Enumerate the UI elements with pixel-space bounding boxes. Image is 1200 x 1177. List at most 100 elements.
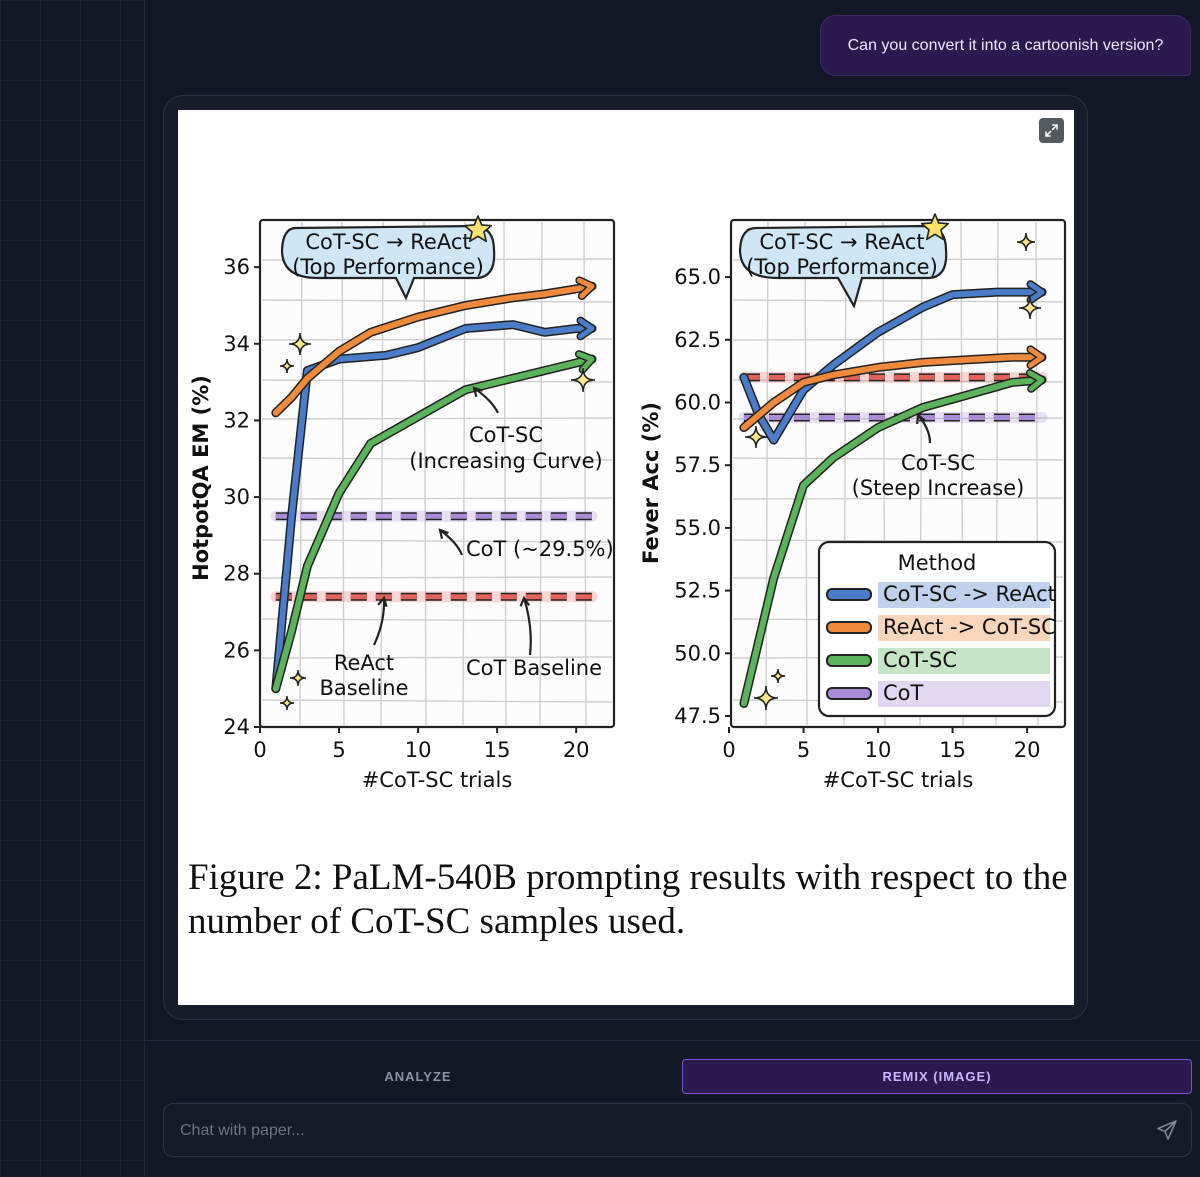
chart1-annotation-cotsc-sub: (Increasing Curve): [409, 449, 602, 473]
left-grid-panel: [0, 0, 145, 1176]
tab-remix-image[interactable]: REMIX (IMAGE): [682, 1059, 1192, 1094]
chart2-legend-swatch: [826, 654, 872, 667]
chart1-series-cot-sc-arrowhead: [576, 351, 595, 373]
chart2-annotation-cotsc-sub: (Steep Increase): [852, 476, 1025, 500]
chart1-arrow-cot-baseline: [522, 597, 532, 656]
chart2-sparkle-icon: [1018, 296, 1042, 320]
chart1-arrow-react-head: [377, 595, 388, 607]
chart2-legend-box: [817, 540, 1057, 718]
chart2-callout-subtitle: (Top Performance): [746, 255, 938, 279]
chart1-callout-title: CoT-SC → ReAct: [305, 230, 470, 254]
chart1-gridline-v: [299, 221, 303, 726]
chart2-legend-highlight: [878, 582, 1050, 608]
chart1-gridline-h: [261, 457, 613, 461]
expand-icon: [1045, 124, 1058, 137]
chart1-group: 24 26 28 30 32 34 36 0 5 10 15 20 #CoT-SC trials Hotp…: [189, 218, 616, 792]
chart2-ytick-label: 47.5: [674, 704, 721, 728]
chart1-callout-bubble: [280, 224, 496, 301]
chart1-xtick-label: 10: [405, 738, 432, 762]
chart2-xtick-label: 10: [865, 738, 892, 762]
chart1-gridline-h: [261, 656, 613, 659]
chart1-sparkle-icon: [279, 695, 295, 711]
expand-button[interactable]: [1039, 118, 1064, 143]
chart1-gridline-v: [583, 221, 587, 726]
chart1-xtick-label: 20: [563, 738, 590, 762]
chart1-annotation-cotsc: CoT-SC: [469, 423, 543, 447]
chart2-legend-swatch: [826, 588, 872, 601]
chart1-sparkle-icon: [289, 669, 307, 687]
chart1-gridline-h: [261, 699, 613, 703]
chart2-xlabel: #CoT-SC trials: [823, 768, 974, 792]
chart1-ytick-label: 30: [223, 485, 250, 509]
chart1-sparkle-icon: [279, 358, 295, 374]
chart2-legend-highlight: [878, 681, 1050, 707]
chart2-gridline-h: [732, 338, 1064, 341]
chart1-xtick-label: 5: [332, 738, 345, 762]
chart1-callout-subtitle: (Top Performance): [292, 255, 484, 279]
chart1-ytick-label: 32: [223, 408, 250, 432]
chart2-sparkle-icon: [753, 685, 779, 711]
chart1-ytick-label: 24: [223, 715, 250, 739]
figure-charts: 24 26 28 30 32 34 36 0 5 10 15 20 #CoT-SC trials Hotp…: [189, 213, 1067, 792]
chart2-arrow-steep-head: [916, 412, 926, 425]
chart1-ytick-label: 26: [223, 638, 250, 662]
chart1-gridline-v: [503, 221, 507, 726]
chat-input[interactable]: [178, 1104, 1142, 1158]
send-icon[interactable]: [1155, 1118, 1179, 1142]
chart1-gridline-h: [261, 417, 613, 420]
chart2-ytick-label: 57.5: [674, 453, 721, 477]
chart2-sparkle-icon: [744, 425, 768, 449]
chart1-series-cot-sc: [272, 356, 595, 692]
chart1-annotation-cot: CoT (~29.5%): [466, 537, 614, 561]
chart1-ylabel: HotpotQA EM (%): [189, 375, 213, 581]
chart1-series-cot-sc-react-arrowhead: [577, 318, 595, 339]
chart2-ytick-label: 65.0: [674, 265, 721, 289]
chart2-ytick-label: 50.0: [674, 641, 721, 665]
chart1-annotation-react-sub: Baseline: [319, 676, 408, 700]
chart2-ytick-label: 55.0: [674, 516, 721, 540]
chart1-xtick-label: 0: [253, 738, 266, 762]
chart1-ytick-label: 36: [223, 255, 250, 279]
chart2-legend-swatch: [826, 687, 872, 700]
user-message-bubble: Can you convert it into a cartoonish ver…: [820, 15, 1191, 76]
chart1-gridline-v: [380, 221, 384, 726]
chart2-ytick-label: 60.0: [674, 390, 721, 414]
chart1-ytick-label: 28: [223, 562, 250, 586]
chart1-gridline-v: [539, 221, 543, 726]
chart1-annotation-react: ReAct: [334, 651, 394, 675]
chart1-arrow-cot-baseline-head: [519, 595, 531, 607]
chart2-legend-title: Method: [898, 551, 977, 575]
chart1-gridline-v: [423, 221, 427, 726]
chart1-arrow-cot-head: [438, 528, 449, 540]
chart2-series-react-cot-sc-arrowhead: [1027, 346, 1045, 368]
chart2-gridline-h: [732, 497, 1064, 500]
chart1-series-react-cot-sc: [272, 283, 595, 416]
figure-caption: Figure 2: PaLM-540B prompting results wi…: [188, 857, 1068, 942]
tab-analyze[interactable]: ANALYZE: [384, 1068, 452, 1084]
chart1-gridline-v: [341, 221, 345, 726]
chart2-series-cot-sc-react: [740, 289, 1045, 444]
chart2-ylabel: Fever Acc (%): [639, 402, 663, 564]
chart2-gridline-h: [732, 299, 1064, 303]
chart2-legend-item: CoT: [883, 681, 924, 705]
chart1-annotation-cot-baseline: CoT Baseline: [466, 656, 602, 680]
chart1-ytick-label: 34: [223, 332, 250, 356]
chart1-gridline-h: [261, 379, 613, 383]
chart2-annotation-cotsc: CoT-SC: [901, 451, 975, 475]
chart2-gridline-v: [804, 221, 808, 726]
chart2-ytick-label: 52.5: [674, 579, 721, 603]
chart1-star-icon: [463, 215, 493, 243]
chart2-series-cot-sc-arrowhead: [1027, 370, 1045, 392]
figure-image: 24 26 28 30 32 34 36 0 5 10 15 20 #CoT-SC trials Hotp…: [178, 110, 1074, 1005]
chart2-legend-item: CoT-SC: [883, 648, 957, 672]
chart1-xtick-label: 15: [484, 738, 511, 762]
chart2-legend-item: CoT-SC -> ReAct: [883, 582, 1056, 606]
chart2-legend-swatch: [826, 621, 872, 634]
chart1-xlabel: #CoT-SC trials: [362, 768, 513, 792]
chart2-callout-bubble: [738, 224, 948, 309]
chart1-arrow-increasing: [473, 387, 499, 414]
chart2-sparkle-icon: [1016, 232, 1036, 252]
chart1-plot-area: [258, 218, 616, 729]
chart2-xtick-label: 15: [939, 738, 966, 762]
chart2-xtick-label: 0: [722, 738, 735, 762]
